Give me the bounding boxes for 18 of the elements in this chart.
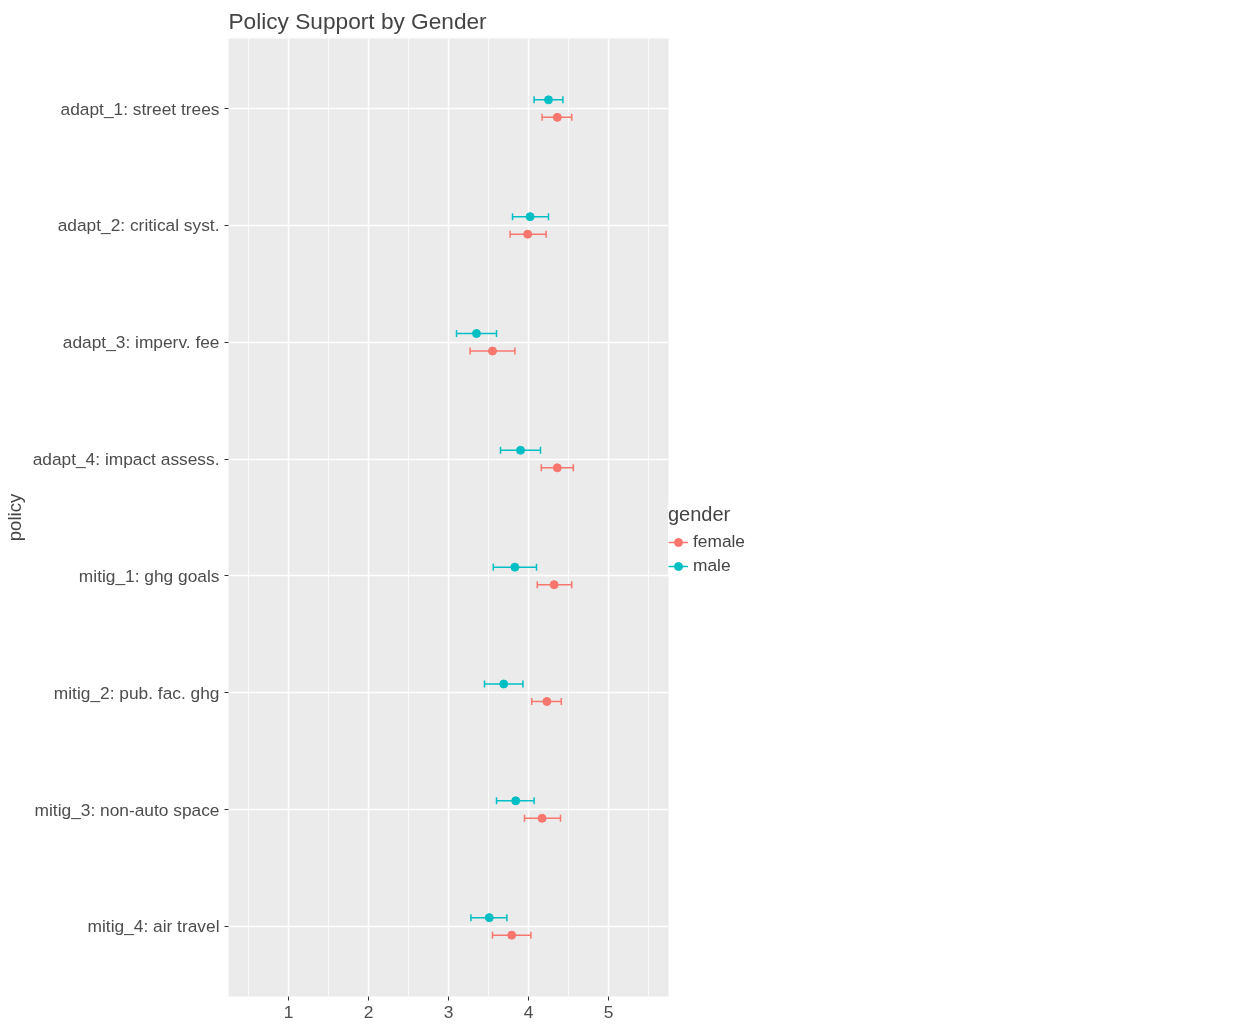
y-axis-title: policy bbox=[3, 492, 25, 542]
y-tick-label: adapt_2: critical syst. bbox=[57, 215, 220, 236]
legend-title: gender bbox=[668, 503, 732, 526]
y-tick-label: adapt_1: street trees bbox=[60, 98, 220, 119]
y-tick-label: mitig_3: non-auto space bbox=[34, 799, 220, 820]
x-tick-label: 1 bbox=[283, 1001, 294, 1022]
x-tick-label: 4 bbox=[523, 1001, 534, 1022]
y-tick-label: mitig_1: ghg goals bbox=[78, 565, 220, 586]
x-tick-label: 5 bbox=[603, 1001, 614, 1022]
y-tick-label: mitig_2: pub. fac. ghg bbox=[53, 682, 220, 703]
y-tick-label: adapt_3: imperv. fee bbox=[62, 332, 220, 353]
legend-label: male bbox=[693, 555, 731, 576]
y-tick-label: adapt_4: impact assess. bbox=[32, 449, 220, 470]
legend-label: female bbox=[693, 531, 746, 552]
x-tick-label: 2 bbox=[363, 1001, 374, 1022]
y-tick-label: mitig_4: air travel bbox=[87, 916, 220, 937]
x-tick-label: 3 bbox=[443, 1001, 454, 1022]
chart-title: Policy Support by Gender bbox=[228, 7, 488, 34]
